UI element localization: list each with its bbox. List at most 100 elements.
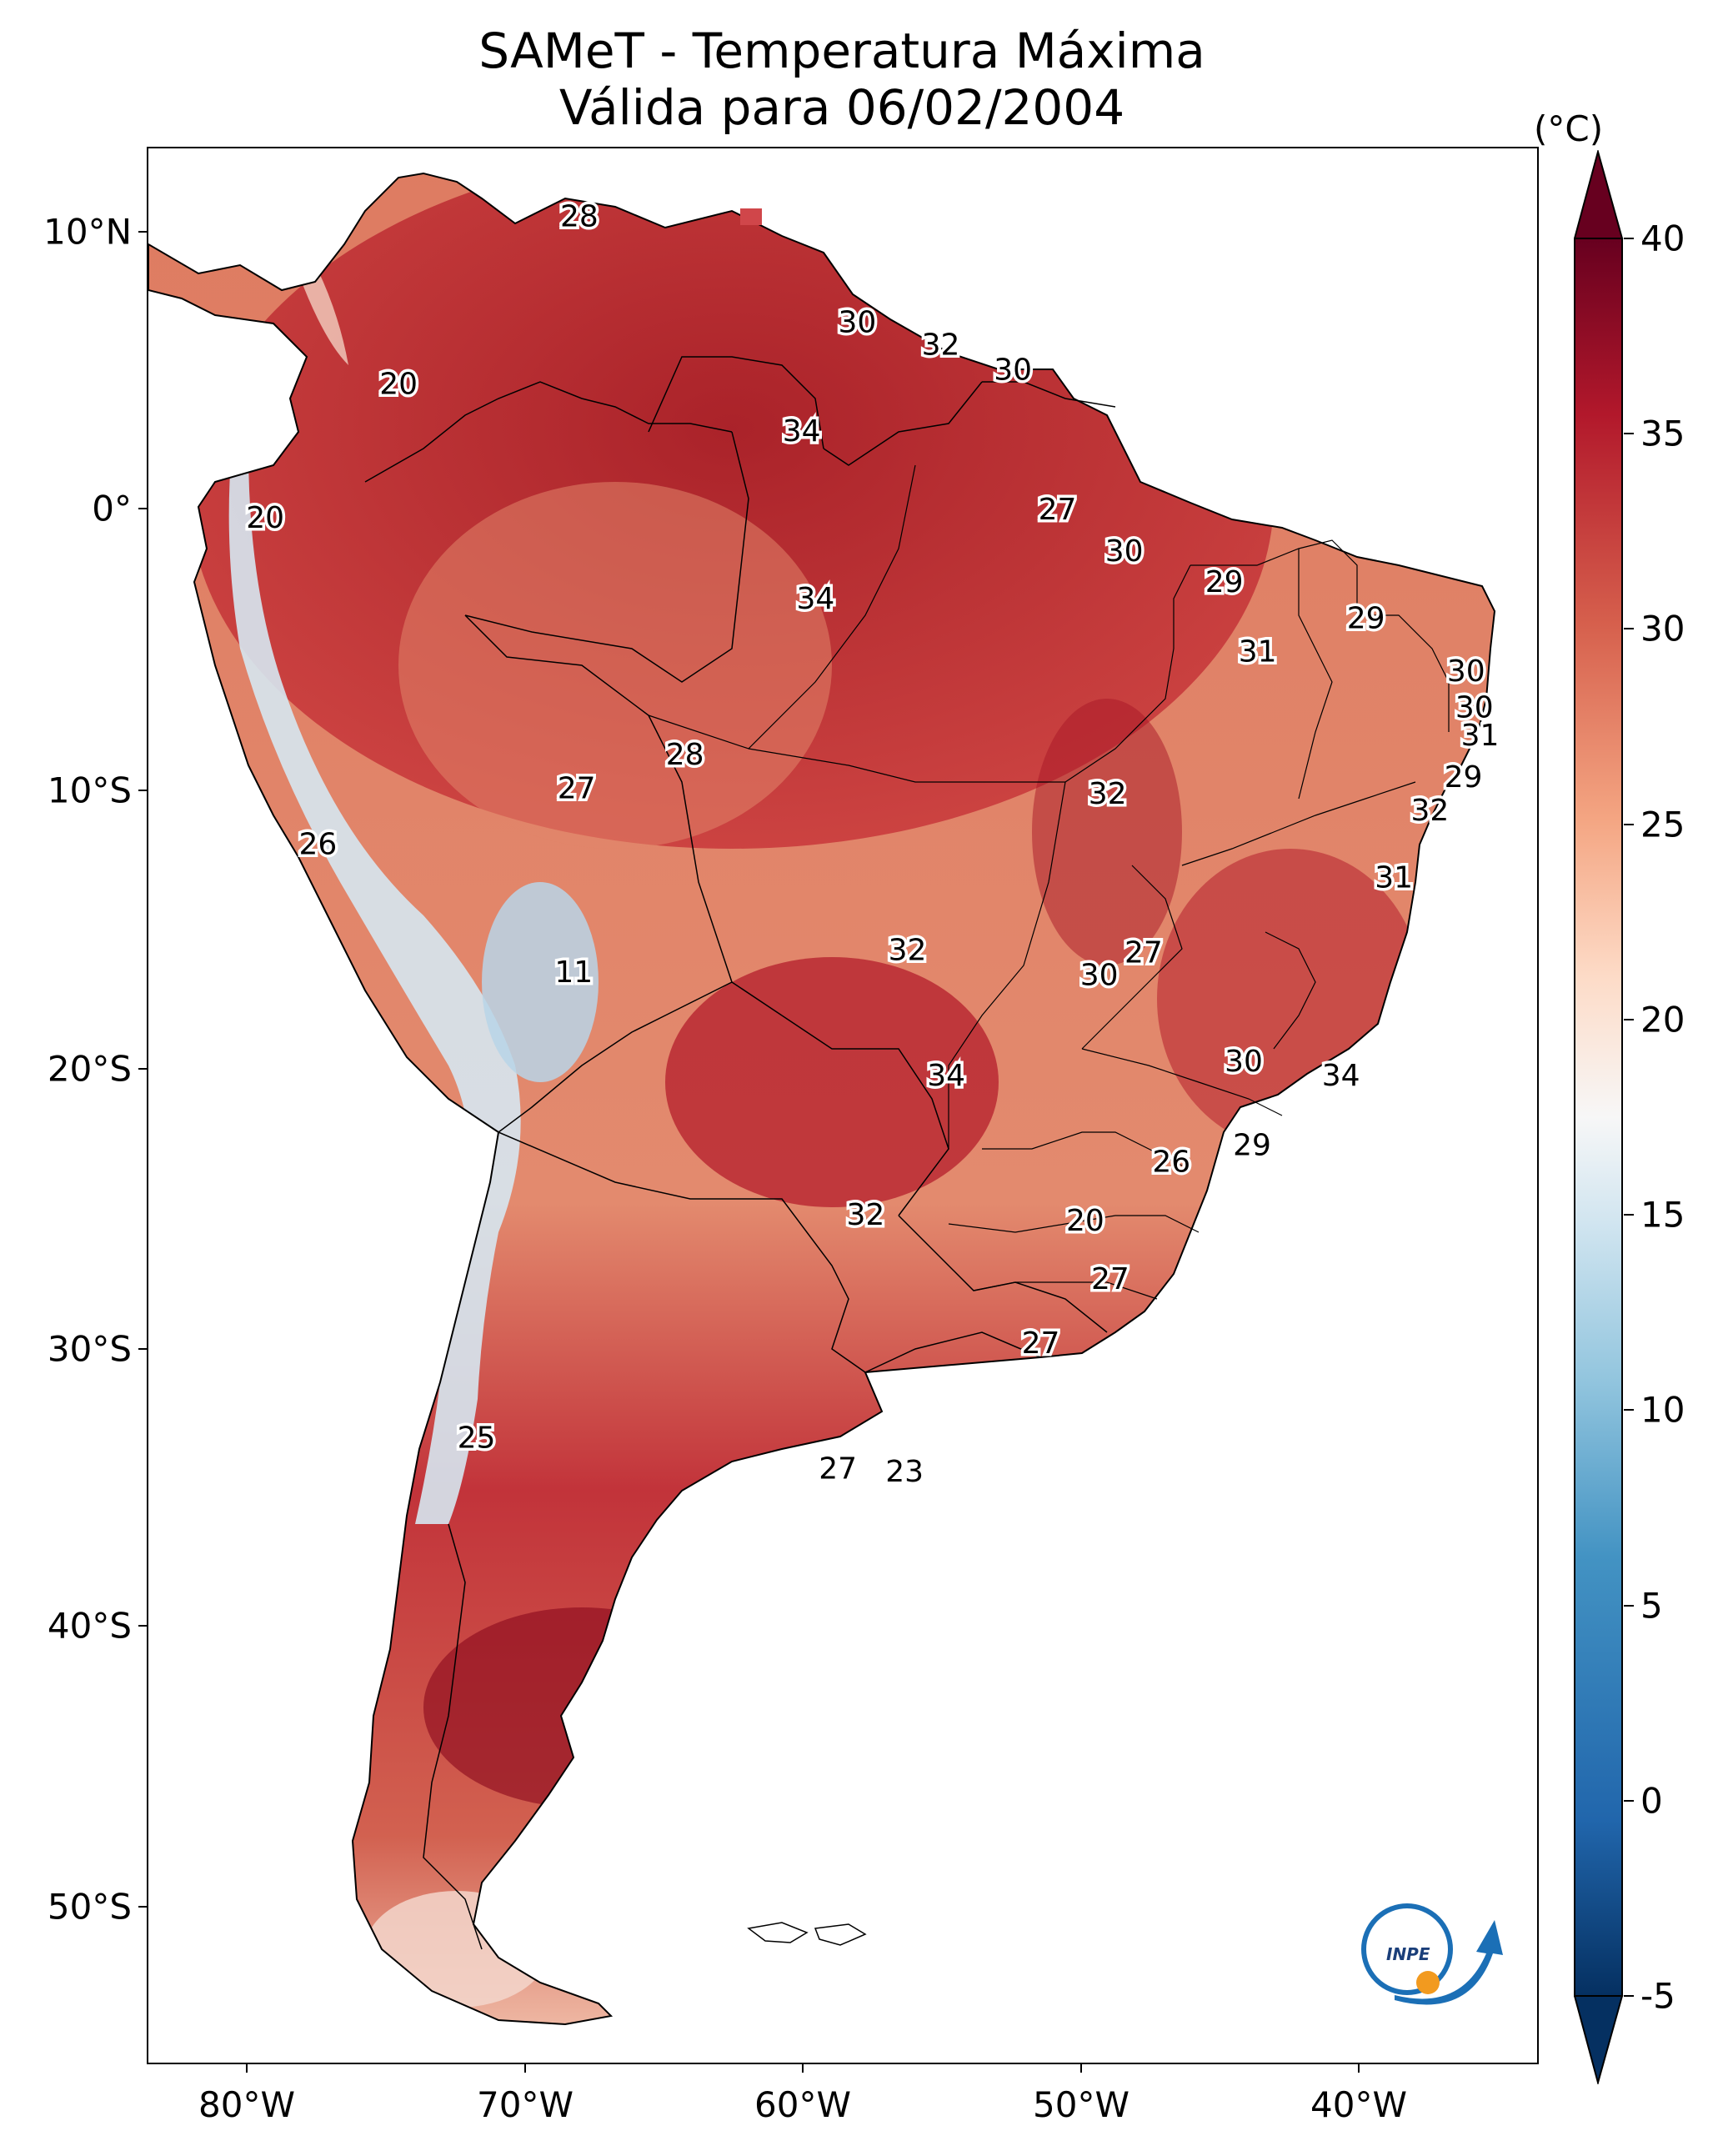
map-value-label: 30 [1447,654,1485,689]
x-tick-label: 50°W [1033,2084,1129,2125]
colorbar-tick-mark [1624,1799,1634,1802]
trinidad-island [740,208,762,225]
map-value-label: 28 [666,738,704,772]
map-title-line2: Válida para 06/02/2004 [558,79,1125,136]
colorbar-tick-mark [1624,1214,1634,1216]
map-value-label: 30 [838,306,876,340]
map-value-label: 27 [1124,936,1163,970]
colorbar-gradient [1574,238,1623,1997]
x-tick-mark [246,2064,248,2073]
map-value-label: 27 [1039,493,1077,527]
y-tick-mark [138,790,147,791]
map-value-label: 30 [1105,534,1144,569]
y-tick-label: 10°S [47,770,132,811]
colorbar [1574,150,1624,2084]
y-tick-label: 20°S [47,1048,132,1090]
map-value-label: 23 [885,1455,924,1489]
map-value-label: 29 [1233,1129,1271,1163]
colorbar-tick-label: 40 [1640,218,1685,259]
x-tick-label: 70°W [477,2084,573,2125]
x-tick-label: 60°W [754,2084,851,2125]
warm-amazon-patch [398,482,832,849]
map-panel: INPE 28 20 30 32 30 34 20 27 30 34 29 29 31 30 30 31 28 2… [147,147,1539,2064]
map-value-label: 20 [1066,1204,1104,1238]
map-value-label: 31 [1461,719,1500,753]
inpe-logo-dot [1416,1971,1440,1994]
map-value-label: 30 [1455,690,1494,725]
y-tick-mark [138,231,147,233]
map-value-label: 27 [558,771,596,805]
patagonia-hot-spot [423,1607,740,1808]
inpe-logo-arrow [1395,1920,1503,2005]
map-value-label: 32 [889,933,927,967]
state-borders [648,464,1450,1300]
map-value-label: 31 [1375,860,1413,895]
y-tick-mark [138,1906,147,1908]
colorbar-min-extend [1574,1995,1624,2084]
inpe-logo-ring [1361,1903,1453,1995]
x-tick-mark [1080,2064,1082,2073]
chaco-hot-spot [665,957,999,1207]
colorbar-tick-label: 35 [1640,413,1685,454]
map-value-label: 29 [1205,565,1244,599]
tierra-del-fuego-cool [365,1891,548,2008]
andes-cold-band [228,449,521,1524]
temperature-field [148,173,1495,2024]
inpe-logo: INPE [1361,1903,1503,2005]
map-value-label: 30 [994,353,1032,388]
map-value-label: 27 [819,1452,857,1487]
colorbar-tick-label: 5 [1640,1585,1663,1627]
goias-hot-spot [1032,699,1182,965]
map-value-label: 20 [246,501,284,535]
y-tick-mark [138,1625,147,1627]
colorbar-tick-mark [1624,433,1634,435]
colorbar-tick-label: 20 [1640,999,1685,1040]
colorbar-tick-label: 10 [1640,1389,1685,1431]
colorbar-tick-label: -5 [1640,1975,1675,2017]
map-value-label: 34 [1322,1059,1360,1093]
colorbar-tick-label: 15 [1640,1194,1685,1236]
map-value-label: 34 [783,414,821,449]
colorbar-tick-mark [1624,628,1634,630]
map-value-label: 20 [379,367,418,401]
map-value-label: 28 [560,200,599,234]
map-value-label: 25 [458,1421,496,1456]
map-value-label: 32 [922,328,960,363]
map-value-label: 32 [846,1198,884,1232]
map-value-label: 11 [554,955,593,990]
falkland-islands [747,1922,867,1946]
colorbar-max-extend [1574,150,1624,239]
map-value-label: 30 [1080,959,1119,993]
map-value-label: 29 [1445,760,1483,795]
map-value-label: 27 [1091,1262,1129,1296]
map-value-label: 34 [796,582,834,616]
map-value-label: 27 [1022,1326,1060,1361]
y-tick-label: 50°S [47,1886,132,1928]
map-value-label: 32 [1410,794,1449,828]
y-tick-mark [138,508,147,509]
map-value-label: 29 [1347,601,1385,635]
colorbar-unit: (°C) [1534,108,1604,149]
y-tick-label: 30°S [47,1328,132,1370]
colorbar-tick-mark [1624,1604,1634,1607]
y-tick-label: 40°S [47,1605,132,1647]
map-title-line1: SAMeT - Temperatura Máxima [478,23,1205,79]
y-tick-label: 0° [92,488,132,529]
x-tick-mark [1358,2064,1360,2073]
inpe-logo-text: INPE [1386,1944,1430,1964]
map-value-label: 26 [1152,1146,1190,1180]
colorbar-tick-label: 0 [1640,1780,1663,1822]
colorbar-tick-mark [1624,1018,1634,1020]
country-borders [364,356,1116,1950]
colorbar-tick-mark [1624,1995,1634,1997]
map-value-label: 31 [1239,634,1277,669]
map-value-label: 30 [1225,1045,1263,1079]
colorbar-tick-label: 30 [1640,608,1685,649]
y-tick-label: 10°N [43,211,132,253]
y-tick-mark [138,1068,147,1070]
x-tick-mark [802,2064,804,2073]
colorbar-tick-label: 25 [1640,804,1685,845]
x-tick-label: 80°W [198,2084,295,2125]
